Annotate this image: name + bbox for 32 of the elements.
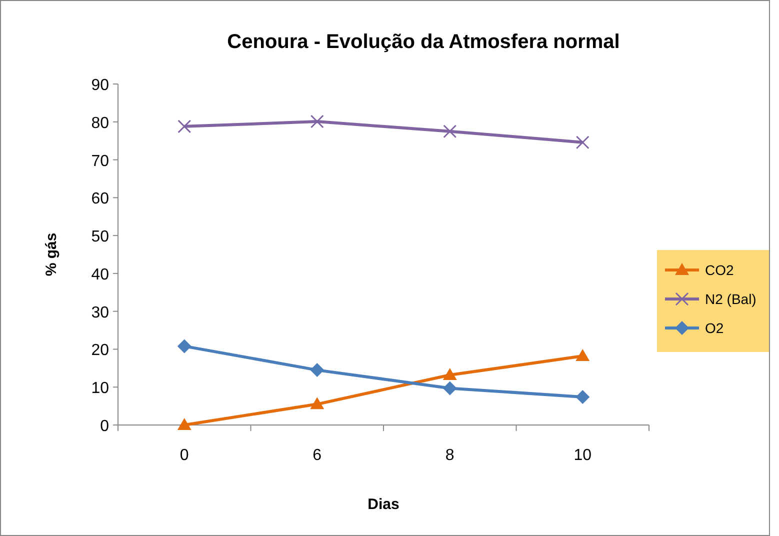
y-tick-label: 70: [91, 152, 110, 170]
legend-label: CO2: [705, 262, 734, 278]
point: [442, 381, 457, 396]
y-tick-label: 10: [91, 380, 110, 398]
point: [177, 418, 192, 430]
point: [310, 363, 324, 378]
y-tick-label: 80: [91, 114, 110, 132]
legend-label: N2 (Bal): [705, 291, 756, 307]
y-tick-label: 60: [91, 190, 110, 208]
x-tick-label: 0: [180, 447, 189, 464]
point: [576, 349, 590, 362]
point: [310, 397, 324, 410]
x-tick-label: 6: [312, 447, 322, 464]
x-axis-title: Dias: [368, 496, 400, 513]
point: [443, 124, 457, 138]
y-tick-label: 50: [91, 228, 110, 246]
legend-label: O2: [705, 320, 724, 336]
y-tick-label: 0: [100, 418, 110, 435]
y-tick-label: 90: [91, 77, 110, 94]
point: [576, 390, 590, 404]
point: [576, 136, 590, 150]
point: [178, 120, 192, 134]
point: [442, 368, 457, 380]
y-tick-label: 40: [91, 266, 110, 284]
point: [310, 114, 324, 128]
y-axis-title: % gás: [43, 232, 60, 276]
x-tick-label: 8: [445, 447, 454, 464]
y-tick-label: 20: [91, 342, 110, 360]
point: [177, 339, 192, 354]
y-tick-label: 30: [91, 304, 110, 322]
chart-title: Cenoura - Evolução da Atmosfera normal: [227, 31, 620, 53]
x-tick-label: 10: [574, 447, 592, 464]
